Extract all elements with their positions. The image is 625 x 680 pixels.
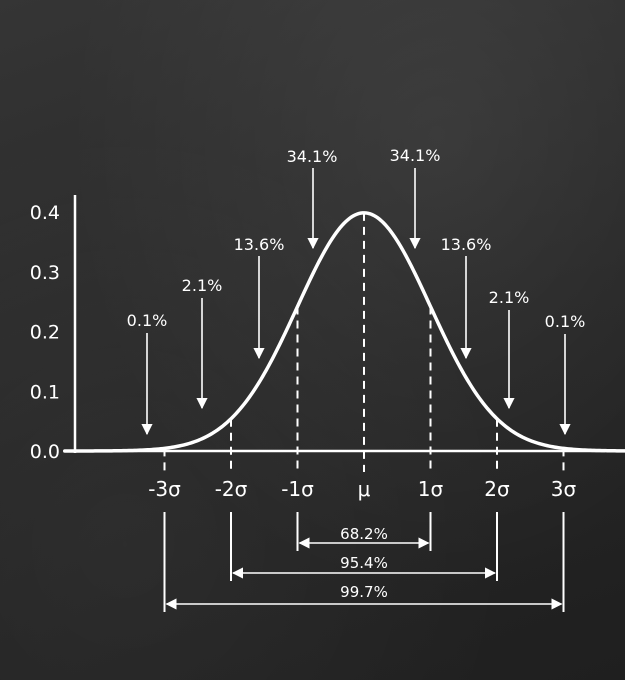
range-percent-label: 95.4% [340, 554, 388, 572]
y-tick-label: 0.2 [30, 322, 60, 344]
range-percent-label: 99.7% [340, 583, 388, 601]
region-percent-label: 34.1% [390, 146, 441, 165]
region-percent-label: 34.1% [287, 147, 338, 166]
bell-curve-line [63, 211, 625, 453]
y-tick-label: 0.4 [30, 202, 60, 224]
x-tick-label: 1σ [418, 477, 444, 501]
x-tick-label: 3σ [551, 477, 577, 501]
x-tick-label: -1σ [281, 477, 314, 501]
x-tick-label: -2σ [215, 477, 248, 501]
y-tick-label: 0.0 [30, 441, 60, 463]
y-tick-label: 0.1 [30, 381, 60, 403]
region-percent-label: 2.1% [489, 288, 530, 307]
x-tick-label: -3σ [148, 477, 181, 501]
region-percent-label: 0.1% [127, 311, 168, 330]
y-tick-label: 0.3 [30, 262, 60, 284]
region-percent-label: 2.1% [182, 276, 223, 295]
region-percent-label: 0.1% [545, 312, 586, 331]
range-percent-label: 68.2% [340, 525, 388, 543]
x-tick-label: 2σ [484, 477, 510, 501]
region-percent-label: 13.6% [234, 235, 285, 254]
region-percent-label: 13.6% [441, 235, 492, 254]
x-tick-label: μ [358, 477, 371, 501]
